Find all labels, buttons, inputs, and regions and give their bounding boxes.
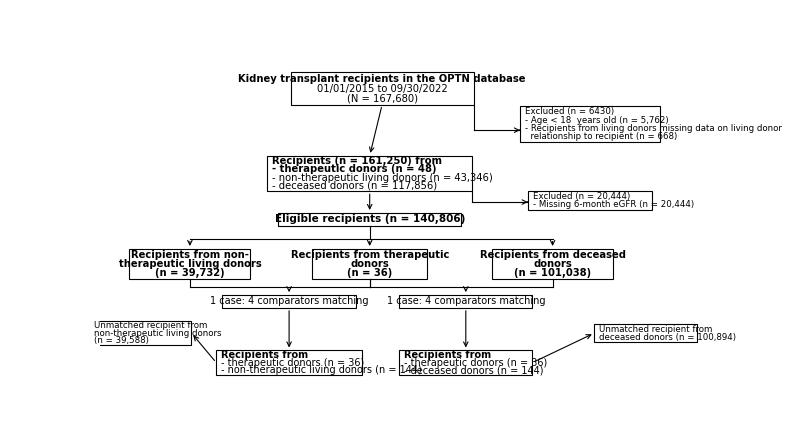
Text: (n = 101,038): (n = 101,038) xyxy=(514,269,591,278)
Text: - therapeutic donors (n = 48): - therapeutic donors (n = 48) xyxy=(272,164,437,174)
FancyBboxPatch shape xyxy=(216,351,362,375)
Text: Recipients from non-: Recipients from non- xyxy=(131,250,249,260)
FancyBboxPatch shape xyxy=(89,321,191,345)
Text: 1 case: 4 comparators matching: 1 case: 4 comparators matching xyxy=(386,296,545,306)
FancyBboxPatch shape xyxy=(399,351,533,375)
FancyBboxPatch shape xyxy=(399,295,533,308)
Text: Kidney transplant recipients in the OPTN database: Kidney transplant recipients in the OPTN… xyxy=(238,74,526,84)
Text: Unmatched recipient from: Unmatched recipient from xyxy=(94,321,207,330)
Text: Excluded (n = 6430): Excluded (n = 6430) xyxy=(525,107,614,116)
FancyBboxPatch shape xyxy=(278,213,461,226)
Text: - therapeutic donors (n = 36): - therapeutic donors (n = 36) xyxy=(404,358,547,368)
Text: Excluded (n = 20,444): Excluded (n = 20,444) xyxy=(533,192,630,201)
FancyBboxPatch shape xyxy=(520,106,659,142)
FancyBboxPatch shape xyxy=(290,72,474,105)
FancyBboxPatch shape xyxy=(528,191,652,210)
Text: deceased donors (n = 100,894): deceased donors (n = 100,894) xyxy=(599,333,737,342)
Text: Unmatched recipient from: Unmatched recipient from xyxy=(599,325,713,333)
FancyBboxPatch shape xyxy=(130,249,250,280)
Text: - Missing 6-month eGFR (n = 20,444): - Missing 6-month eGFR (n = 20,444) xyxy=(533,200,694,209)
Text: (n = 36): (n = 36) xyxy=(347,269,392,278)
Text: Recipients from: Recipients from xyxy=(222,350,308,360)
Text: Recipients from: Recipients from xyxy=(404,350,491,360)
FancyBboxPatch shape xyxy=(267,156,472,191)
Text: - deceased donors (n = 117,856): - deceased donors (n = 117,856) xyxy=(272,181,438,191)
Text: 01/01/2015 to 09/30/2022: 01/01/2015 to 09/30/2022 xyxy=(317,84,447,93)
Text: Recipients from deceased: Recipients from deceased xyxy=(479,250,626,260)
Text: relationship to recipient (n = 668): relationship to recipient (n = 668) xyxy=(525,132,678,141)
Text: Recipients (n = 161,250) from: Recipients (n = 161,250) from xyxy=(272,156,442,166)
FancyBboxPatch shape xyxy=(594,324,697,342)
Text: Eligible recipients (n = 140,806): Eligible recipients (n = 140,806) xyxy=(274,214,465,224)
Text: therapeutic living donors: therapeutic living donors xyxy=(118,259,262,269)
FancyBboxPatch shape xyxy=(492,249,613,280)
Text: - Recipients from living donors missing data on living donor: - Recipients from living donors missing … xyxy=(525,124,782,133)
Text: - deceased donors (n = 144): - deceased donors (n = 144) xyxy=(404,365,544,375)
Text: - non-therapeutic living donors (n = 43,346): - non-therapeutic living donors (n = 43,… xyxy=(272,172,493,183)
Text: (n = 39,732): (n = 39,732) xyxy=(155,269,225,278)
Text: donors: donors xyxy=(534,259,572,269)
Text: 1 case: 4 comparators matching: 1 case: 4 comparators matching xyxy=(210,296,368,306)
Text: non-therapeutic living donors: non-therapeutic living donors xyxy=(94,329,222,337)
Text: - non-therapeutic living donors (n = 144): - non-therapeutic living donors (n = 144… xyxy=(222,365,422,375)
Text: (n = 39,588): (n = 39,588) xyxy=(94,336,149,345)
FancyBboxPatch shape xyxy=(222,295,356,308)
Text: donors: donors xyxy=(350,259,389,269)
Text: - Age < 18  years old (n = 5,762): - Age < 18 years old (n = 5,762) xyxy=(525,116,669,125)
Text: Recipients from therapeutic: Recipients from therapeutic xyxy=(290,250,449,260)
Text: (N = 167,680): (N = 167,680) xyxy=(346,93,418,103)
FancyBboxPatch shape xyxy=(312,249,427,280)
Text: - therapeutic donors (n = 36): - therapeutic donors (n = 36) xyxy=(222,358,365,368)
